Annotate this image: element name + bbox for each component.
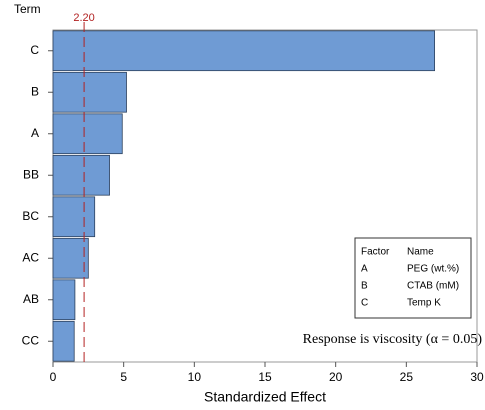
x-tick-label: 20 [329, 370, 343, 384]
legend-header: Name [407, 247, 434, 258]
bar [52, 113, 123, 155]
bar [52, 154, 110, 196]
legend-cell: PEG (wt.%) [407, 264, 459, 275]
x-tick-label: 30 [470, 370, 484, 384]
legend-cell: C [361, 298, 368, 309]
legend-cell: B [361, 281, 368, 292]
y-tick-label: A [31, 126, 39, 140]
x-tick-label: 5 [120, 370, 127, 384]
bar [52, 30, 436, 72]
y-tick-label: BB [23, 167, 39, 181]
legend-cell: Temp K [407, 298, 441, 309]
x-axis-title: Standardized Effect [204, 389, 326, 405]
reference-label: 2.20 [73, 12, 94, 24]
y-axis-title: Term [14, 2, 41, 16]
y-tick-label: AC [22, 250, 39, 264]
y-tick-label: B [31, 84, 39, 98]
legend-cell: CTAB (mM) [407, 281, 459, 292]
y-tick-label: AB [23, 292, 39, 306]
bar [52, 320, 75, 362]
bar [52, 196, 96, 238]
x-tick-label: 25 [400, 370, 414, 384]
x-tick-label: 0 [50, 370, 57, 384]
y-tick-label: C [30, 43, 39, 57]
legend-box [354, 237, 472, 319]
x-tick-label: 15 [258, 370, 272, 384]
annotation: Response is viscosity (α = 0.05) [303, 332, 483, 347]
legend-header: Factor [361, 247, 390, 258]
y-tick-label: BC [22, 209, 39, 223]
y-tick-label: CC [22, 333, 40, 347]
bar [52, 279, 76, 321]
bar [52, 71, 127, 113]
bar [52, 237, 89, 279]
x-tick-label: 10 [188, 370, 202, 384]
legend-cell: A [361, 264, 368, 275]
